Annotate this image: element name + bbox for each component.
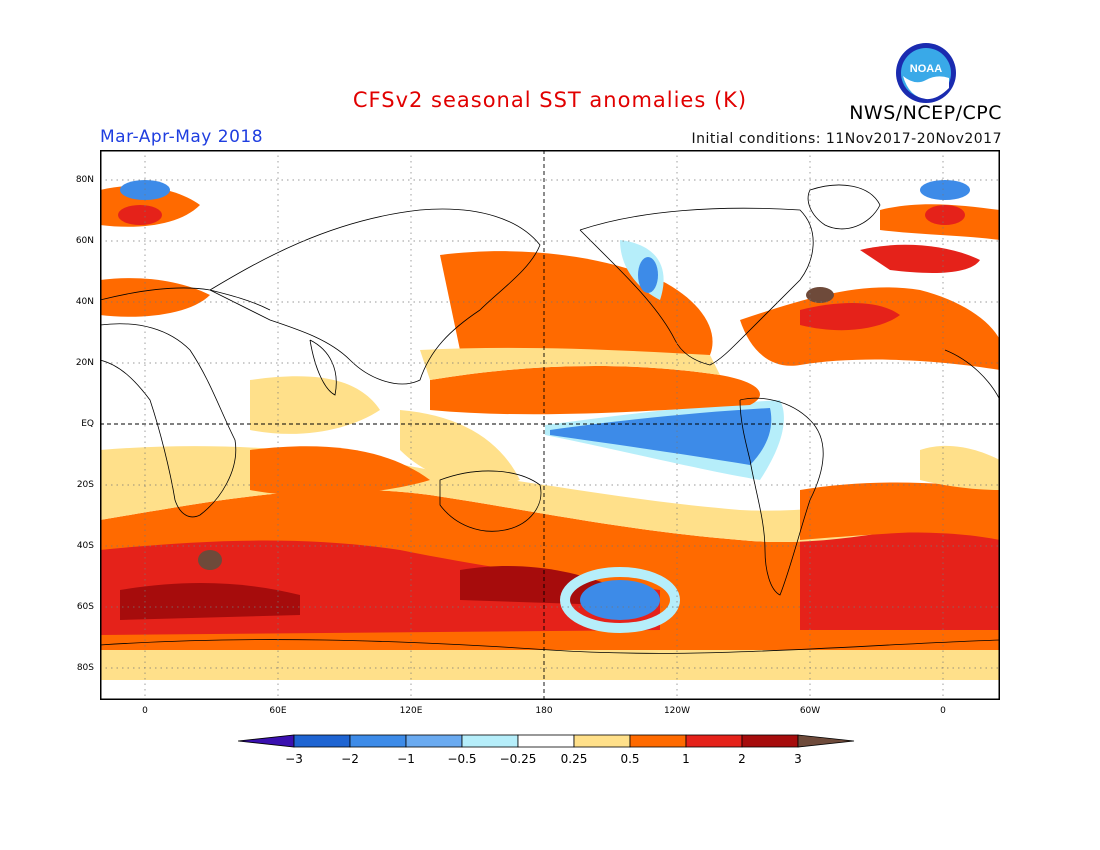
lon-label-0-right: 0 bbox=[940, 706, 946, 716]
colorbar-tick-label: −2 bbox=[341, 752, 359, 766]
lon-label-0-left: 0 bbox=[142, 706, 148, 716]
colorbar-cell bbox=[349, 734, 407, 748]
anomaly-field bbox=[100, 180, 1000, 680]
colorbar-cell bbox=[461, 734, 519, 748]
lon-label-60e: 60E bbox=[269, 706, 287, 716]
lon-label-60w: 60W bbox=[799, 706, 821, 716]
colorbar-cell bbox=[685, 734, 743, 748]
colorbar-tick-label: 3 bbox=[794, 752, 802, 766]
noaa-logo: NOAA bbox=[896, 43, 956, 103]
colorbar-tick-label: 1 bbox=[682, 752, 690, 766]
lat-label-40s: 40S bbox=[76, 541, 94, 551]
initial-conditions-label: Initial conditions: 11Nov2017-20Nov2017 bbox=[691, 131, 1002, 147]
lat-label-60s: 60S bbox=[76, 602, 94, 612]
colorbar-tick-label: −0.5 bbox=[447, 752, 477, 766]
colorbar-cell bbox=[517, 734, 575, 748]
logo-text: NOAA bbox=[910, 63, 942, 75]
lon-label-120e: 120E bbox=[399, 706, 423, 716]
colorbar-tick-label: −1 bbox=[397, 752, 415, 766]
lat-label-80s: 80S bbox=[76, 663, 94, 673]
colorbar-tick-label: 0.25 bbox=[560, 752, 588, 766]
colorbar-tick-label: −0.25 bbox=[499, 752, 537, 766]
graticule bbox=[100, 150, 1000, 700]
sst-anomaly-map bbox=[100, 150, 1000, 700]
colorbar-cell-min bbox=[238, 734, 295, 748]
map-frame bbox=[100, 150, 1000, 700]
map-title: CFSv2 seasonal SST anomalies (K) bbox=[352, 88, 748, 112]
lon-label-120w: 120W bbox=[663, 706, 691, 716]
colorbar-cell bbox=[293, 734, 351, 748]
lat-label-20n: 20N bbox=[75, 358, 94, 368]
colorbar-cell bbox=[741, 734, 799, 748]
lat-label-40n: 40N bbox=[75, 297, 94, 307]
colorbar-tick-label: 2 bbox=[738, 752, 746, 766]
lat-label-80n: 80N bbox=[75, 175, 94, 185]
colorbar-cell bbox=[405, 734, 463, 748]
lat-label-60n: 60N bbox=[75, 236, 94, 246]
lat-label-eq: EQ bbox=[81, 419, 94, 429]
lon-label-180: 180 bbox=[535, 706, 553, 716]
coastlines bbox=[100, 184, 1000, 654]
agency-label: NWS/NCEP/CPC bbox=[849, 102, 1002, 124]
colorbar-cell bbox=[573, 734, 631, 748]
colorbar-tick-label: −3 bbox=[285, 752, 303, 766]
season-label: Mar-Apr-May 2018 bbox=[100, 127, 264, 147]
lat-label-20s: 20S bbox=[76, 480, 94, 490]
colorbar-cell-max bbox=[797, 734, 855, 748]
colorbar bbox=[238, 734, 855, 748]
colorbar-cell bbox=[629, 734, 687, 748]
colorbar-tick-label: 0.5 bbox=[620, 752, 640, 766]
